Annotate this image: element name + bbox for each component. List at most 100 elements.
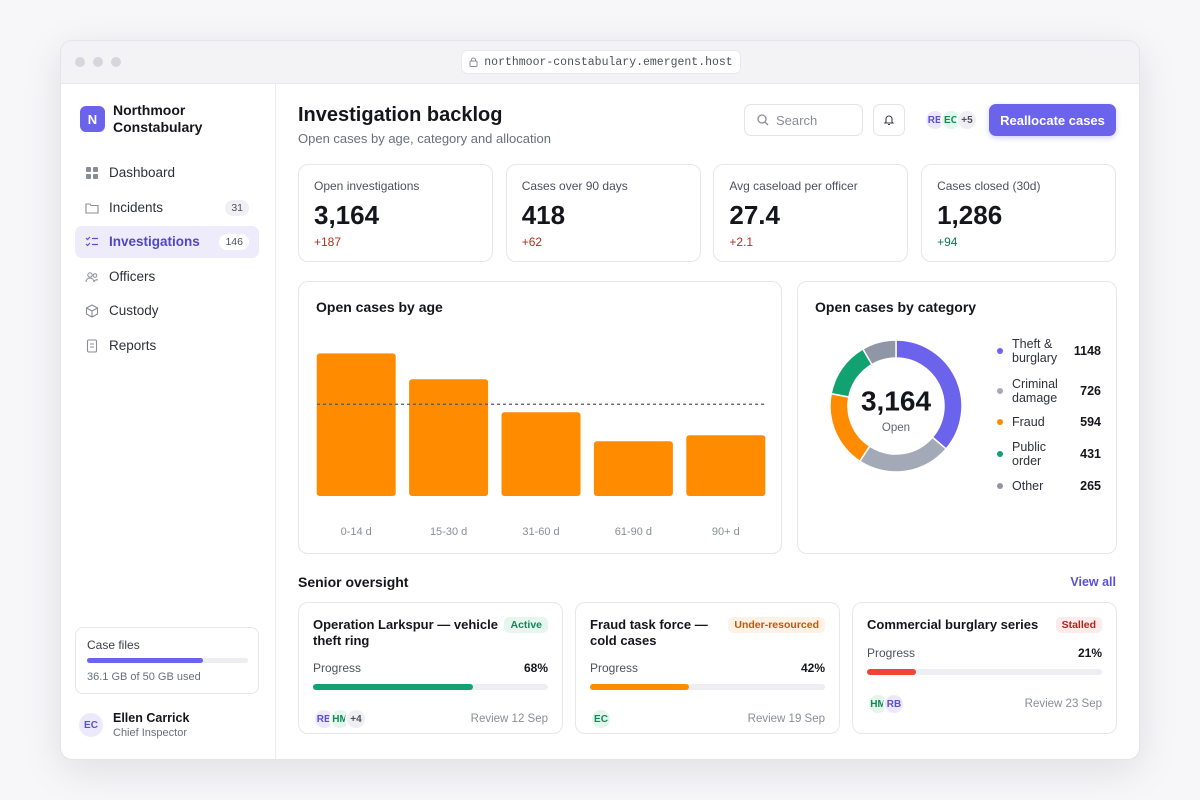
- legend-item: Theft & burglary 1148: [997, 337, 1101, 365]
- donut-chart: 3,164 Open: [829, 339, 963, 473]
- donut-segment: [861, 339, 897, 366]
- storage-bar: [87, 658, 204, 663]
- view-all-link[interactable]: View all: [1070, 575, 1116, 589]
- x-tick-label: 90+ d: [712, 526, 740, 538]
- x-tick-label: 31-60 d: [522, 526, 559, 538]
- project-card[interactable]: Operation Larkspur — vehicle theft ring A…: [298, 602, 563, 734]
- nav-icon: [86, 167, 98, 179]
- legend-label: Theft & burglary: [1012, 337, 1058, 365]
- legend-value: 726: [1080, 384, 1101, 398]
- nav-icon: [85, 304, 99, 318]
- nav-label: Officers: [109, 268, 156, 284]
- progress-bar: [867, 669, 917, 675]
- review-date: Review 12 Sep: [470, 713, 548, 725]
- legend-item: Public order 431: [997, 440, 1101, 468]
- primary-button[interactable]: Reallocate cases: [989, 104, 1116, 136]
- nav-label: Custody: [109, 303, 159, 318]
- progress-value: 21%: [1077, 646, 1102, 660]
- card-title: Fraud task force — cold cases: [590, 617, 708, 648]
- legend-swatch: [997, 348, 1003, 354]
- legend-label: Criminal damage: [1012, 377, 1058, 405]
- card-header: Fraud task force — cold cases Under-resou…: [590, 617, 825, 648]
- progress-track: [867, 669, 1102, 675]
- legend-value: 1148: [1073, 344, 1101, 358]
- avatar[interactable]: RB: [883, 693, 905, 715]
- progress-bar: [313, 684, 473, 690]
- kpi-delta: +2.1: [729, 235, 754, 249]
- status-pill: Active: [504, 617, 548, 633]
- user-avatar[interactable]: EC: [79, 713, 103, 737]
- kpi-value: 27.4: [729, 200, 780, 230]
- kpi-label: Cases over 90 days: [521, 179, 628, 193]
- avatar[interactable]: +4: [345, 708, 367, 730]
- kpi-value: 1,286: [937, 200, 1003, 230]
- bell-icon: [883, 115, 895, 126]
- storage-text: 36.1 GB of 50 GB used: [87, 671, 201, 683]
- nav-item[interactable]: Officers: [75, 261, 259, 293]
- review-date: Review 19 Sep: [747, 713, 825, 725]
- avatar[interactable]: EC: [590, 708, 612, 730]
- search-box[interactable]: Search: [744, 104, 863, 136]
- progress-track: [313, 684, 548, 690]
- kpi-delta: +94: [937, 235, 958, 249]
- progress-row: Progress 68%: [313, 661, 548, 675]
- legend-value: 265: [1080, 479, 1101, 493]
- bar-chart: 0-14 d 15-30 d 31-60 d 61-90 d 90+ d: [316, 353, 766, 538]
- kpi-delta: +62: [521, 235, 543, 249]
- kpi-card: Open investigations 3,164 +187: [298, 164, 493, 262]
- legend-value: 594: [1080, 415, 1101, 429]
- nav-item[interactable]: Reports: [75, 330, 259, 362]
- donut-card: Open cases by category 3,164 Open Theft …: [797, 281, 1117, 554]
- legend-swatch: [997, 451, 1003, 457]
- project-card[interactable]: Fraud task force — cold cases Under-resou…: [575, 602, 840, 734]
- org-name: Northmoor Constabulary: [113, 102, 203, 135]
- kpi-card: Cases closed (30d) 1,286 +94: [921, 164, 1117, 262]
- nav-item[interactable]: Incidents 31: [75, 192, 259, 224]
- card-footer: HM RB Review 23 Sep: [867, 693, 1102, 715]
- sidebar-divider: [275, 83, 276, 759]
- project-card[interactable]: Commercial burglary series Stalled Progres…: [852, 602, 1117, 734]
- user-role: Chief Inspector: [113, 727, 187, 739]
- lock-icon: [469, 57, 478, 67]
- storage-card: Case files 36.1 GB of 50 GB used: [75, 627, 259, 694]
- kpi-value: 3,164: [314, 200, 380, 230]
- avatar[interactable]: +5: [956, 109, 978, 131]
- kpi-label: Avg caseload per officer: [729, 179, 858, 193]
- user-name: Ellen Carrick: [113, 711, 190, 725]
- bar: [409, 379, 489, 496]
- progress-text: Progress: [313, 661, 362, 675]
- nav-item[interactable]: Investigations 146: [75, 226, 259, 258]
- page-title: Investigation backlog: [298, 104, 503, 126]
- kpi-card: Avg caseload per officer 27.4 +2.1: [713, 164, 909, 262]
- donut-center-value: 3,164: [861, 385, 931, 416]
- chart-title: Open cases by age: [316, 299, 443, 315]
- donut-segment: [858, 436, 948, 473]
- assignees: RB HM +4: [313, 708, 367, 730]
- window-dot: [93, 57, 103, 67]
- progress-text: Progress: [867, 646, 916, 660]
- logo: N: [80, 106, 105, 132]
- kpi-value: 418: [521, 200, 566, 230]
- nav-item[interactable]: Custody: [75, 295, 259, 327]
- team-avatars[interactable]: RB EC +5: [924, 109, 978, 131]
- nav-label: Dashboard: [109, 165, 176, 180]
- nav-item[interactable]: Dashboard: [75, 157, 259, 189]
- progress-row: Progress 21%: [867, 646, 1102, 660]
- kpi-delta: +187: [314, 235, 342, 249]
- bar: [593, 441, 673, 496]
- storage-title: Case files: [87, 638, 140, 652]
- nav-icon: [85, 236, 98, 247]
- legend-item: Fraud 594: [997, 415, 1101, 429]
- notifications-button[interactable]: [873, 104, 905, 136]
- legend-swatch: [997, 483, 1003, 489]
- nav-icon: [86, 338, 98, 353]
- legend-swatch: [997, 419, 1003, 425]
- url-bar[interactable]: northmoor-constabulary.emergent.host: [461, 50, 741, 74]
- legend-item: Other 265: [997, 479, 1101, 493]
- nav-label: Incidents: [109, 199, 164, 215]
- nav-icon: [85, 202, 99, 214]
- status-pill: Under-resourced: [728, 617, 825, 633]
- legend-swatch: [997, 388, 1003, 394]
- kpi-card: Cases over 90 days 418 +62: [505, 164, 701, 262]
